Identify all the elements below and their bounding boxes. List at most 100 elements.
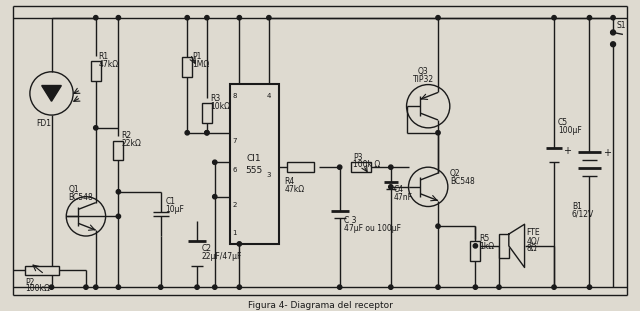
Text: CI1: CI1 — [247, 154, 261, 163]
Text: P3: P3 — [353, 153, 363, 162]
Circle shape — [116, 214, 120, 219]
Text: BC548: BC548 — [68, 193, 93, 202]
Bar — [499, 234, 509, 258]
Text: 47kΩ: 47kΩ — [99, 60, 119, 69]
Text: +: + — [563, 146, 571, 156]
Text: 1kΩ: 1kΩ — [479, 242, 495, 251]
Circle shape — [436, 131, 440, 135]
Text: R2: R2 — [122, 131, 131, 140]
Text: R4: R4 — [285, 177, 295, 186]
Text: FTE: FTE — [527, 228, 540, 237]
Text: 100μF: 100μF — [558, 126, 582, 135]
Text: 10kΩ: 10kΩ — [210, 102, 230, 111]
Circle shape — [93, 16, 98, 20]
Circle shape — [212, 194, 217, 199]
Text: 10μF: 10μF — [166, 205, 184, 214]
Polygon shape — [42, 86, 61, 101]
Circle shape — [611, 42, 616, 47]
Circle shape — [205, 16, 209, 20]
Text: 8: 8 — [232, 93, 237, 100]
Circle shape — [611, 16, 615, 20]
Text: 1MΩ: 1MΩ — [192, 60, 209, 69]
Text: 47nF: 47nF — [394, 193, 413, 202]
Text: C5: C5 — [558, 118, 568, 127]
Text: Q2: Q2 — [450, 169, 460, 178]
Text: 8Ω: 8Ω — [527, 244, 537, 253]
Bar — [182, 57, 192, 77]
Circle shape — [84, 285, 88, 289]
Text: R1: R1 — [99, 52, 109, 61]
Circle shape — [388, 185, 393, 189]
Circle shape — [212, 160, 217, 165]
Text: 1: 1 — [232, 230, 237, 236]
Circle shape — [611, 30, 616, 35]
Circle shape — [337, 165, 342, 169]
Circle shape — [436, 16, 440, 20]
Circle shape — [337, 285, 342, 289]
Circle shape — [93, 126, 98, 130]
Bar — [287, 162, 314, 172]
Text: 7: 7 — [232, 138, 237, 144]
Circle shape — [473, 285, 477, 289]
Circle shape — [473, 244, 477, 248]
Text: R3: R3 — [210, 95, 220, 104]
Text: 47μF ou 100μF: 47μF ou 100μF — [344, 224, 401, 233]
Text: 4: 4 — [267, 93, 271, 100]
Text: C1: C1 — [166, 197, 175, 206]
Circle shape — [237, 242, 241, 246]
Circle shape — [388, 165, 393, 169]
Circle shape — [116, 190, 120, 194]
Circle shape — [588, 285, 591, 289]
Text: TIP32: TIP32 — [413, 75, 434, 84]
Circle shape — [497, 285, 501, 289]
Circle shape — [212, 285, 217, 289]
Text: C4: C4 — [394, 185, 404, 194]
Text: C2: C2 — [202, 244, 212, 253]
Text: R5: R5 — [479, 234, 490, 243]
Text: Q1: Q1 — [68, 185, 79, 194]
Circle shape — [185, 16, 189, 20]
Text: 4Ω/: 4Ω/ — [527, 236, 540, 245]
Text: S1: S1 — [616, 21, 625, 30]
Bar — [351, 162, 371, 172]
Text: FD1: FD1 — [36, 119, 51, 128]
Text: Figura 4- Diagrama del receptor: Figura 4- Diagrama del receptor — [248, 301, 392, 310]
Circle shape — [436, 224, 440, 228]
Text: 100kΩ: 100kΩ — [25, 284, 50, 293]
Text: 6/12V: 6/12V — [572, 210, 594, 218]
Text: 22kΩ: 22kΩ — [122, 139, 141, 148]
Text: 6: 6 — [232, 167, 237, 173]
Circle shape — [552, 16, 556, 20]
Text: +: + — [604, 147, 611, 157]
Circle shape — [237, 285, 241, 289]
Text: C 3: C 3 — [344, 216, 356, 225]
Circle shape — [436, 285, 440, 289]
Circle shape — [205, 131, 209, 135]
Circle shape — [93, 285, 98, 289]
Bar — [25, 266, 60, 275]
Bar — [230, 84, 278, 244]
Text: Q3: Q3 — [418, 67, 429, 76]
Text: P2: P2 — [25, 278, 35, 287]
Circle shape — [116, 16, 120, 20]
Text: 555: 555 — [246, 166, 263, 175]
Circle shape — [237, 16, 241, 20]
Text: P1: P1 — [192, 52, 202, 61]
Bar — [470, 241, 480, 261]
Circle shape — [552, 285, 556, 289]
Text: 47kΩ: 47kΩ — [285, 185, 305, 194]
Circle shape — [159, 285, 163, 289]
Circle shape — [195, 285, 199, 289]
Text: BC548: BC548 — [450, 177, 475, 186]
Text: 22μF/47μF: 22μF/47μF — [202, 252, 243, 261]
Bar — [202, 103, 212, 123]
Circle shape — [588, 16, 591, 20]
Bar — [113, 141, 124, 160]
Text: 100k Ω: 100k Ω — [353, 160, 381, 169]
Polygon shape — [509, 224, 525, 267]
Bar — [91, 61, 100, 81]
Text: 2: 2 — [232, 202, 237, 208]
Circle shape — [267, 16, 271, 20]
Circle shape — [388, 285, 393, 289]
Text: 3: 3 — [267, 172, 271, 178]
